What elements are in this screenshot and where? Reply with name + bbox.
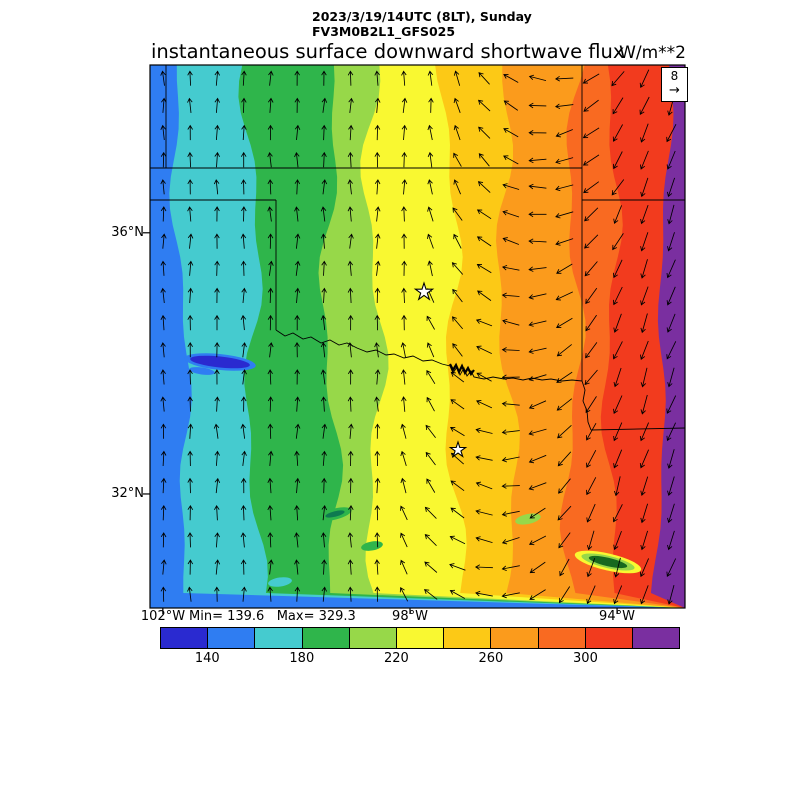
colorbar-segment [161,628,209,648]
colorbar-segment [585,628,633,648]
colorbar-tick-label: 300 [573,651,598,666]
wind-ref-box: 8 → [661,67,688,102]
lat-label-32n: 32°N [111,486,144,501]
model-name: FV3M0B2L1_GFS025 [312,24,456,39]
colorbar-segment [632,628,680,648]
run-datetime: 2023/3/19/14UTC (8LT), Sunday [312,9,532,24]
colorbar-segment [255,628,303,648]
wind-ref-value: 8 [670,69,679,83]
wind-ref-arrow-icon: → [669,83,680,98]
colorbar-labels: 140 180 220 260 300 [160,651,680,669]
colorbar: 140 180 220 260 300 [160,627,680,669]
map-canvas [143,64,686,614]
colorbar-tick-label: 180 [289,651,315,666]
colorbar-segment [538,628,586,648]
colorbar-tick-label: 140 [194,651,220,666]
colorbar-tick-label: 260 [478,651,504,666]
minmax-stats: Min= 139.6 Max= 329.3 [189,609,356,624]
colorbar-tick-label: 220 [383,651,409,666]
colorbar-segment [444,628,492,648]
colorbar-segment [491,628,539,648]
lon-label-94w: 94°W [599,609,635,624]
lat-label-36n: 36°N [111,225,144,240]
page-title: instantaneous surface downward shortwave… [151,40,625,63]
lon-label-102w: 102°W [140,609,186,624]
lon-label-98w: 98°W [392,609,428,624]
colorbar-segment [208,628,256,648]
colorbar-segment [349,628,397,648]
colorbar-segment [396,628,445,648]
colorbar-segment [302,628,350,648]
units-label: W/m**2 [619,43,686,63]
colorbar-bar [160,627,680,649]
